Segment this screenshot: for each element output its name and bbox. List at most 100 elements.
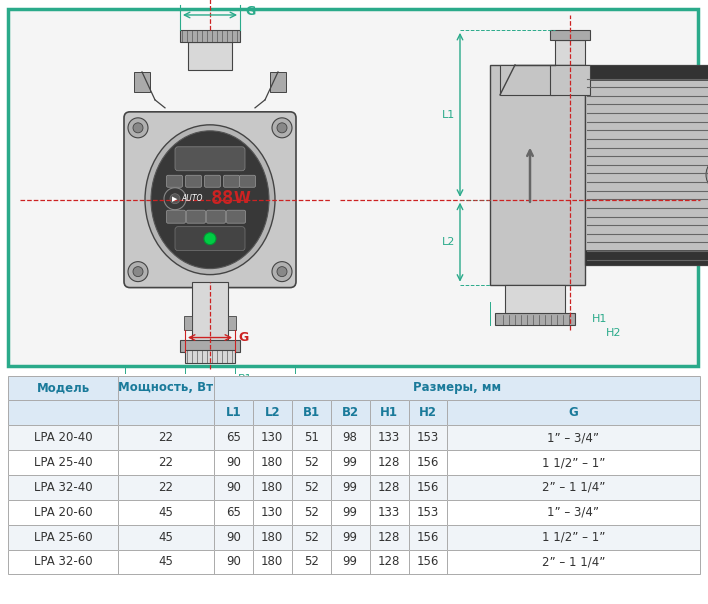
Bar: [331, 450, 370, 475]
Text: 156: 156: [417, 531, 439, 544]
Bar: [292, 400, 331, 425]
Bar: [370, 475, 409, 500]
Bar: [370, 550, 409, 574]
Text: 52: 52: [304, 506, 319, 519]
Bar: [118, 400, 214, 425]
Bar: [228, 315, 236, 330]
Text: 52: 52: [304, 456, 319, 469]
Bar: [214, 450, 253, 475]
Bar: [253, 500, 292, 525]
Bar: [253, 400, 292, 425]
Bar: [490, 65, 585, 284]
Bar: [118, 425, 214, 450]
Bar: [370, 400, 409, 425]
Bar: [214, 475, 253, 500]
Text: B2: B2: [341, 406, 359, 419]
Bar: [292, 500, 331, 525]
Bar: [331, 500, 370, 525]
Bar: [447, 425, 700, 450]
Bar: [185, 350, 235, 364]
FancyBboxPatch shape: [166, 175, 183, 187]
Bar: [447, 475, 700, 500]
Text: 130: 130: [261, 431, 283, 444]
Bar: [253, 475, 292, 500]
Bar: [8, 376, 118, 400]
Text: L2: L2: [442, 237, 455, 247]
Bar: [447, 550, 700, 574]
Text: 22: 22: [159, 431, 173, 444]
Bar: [409, 475, 447, 500]
Bar: [8, 550, 118, 574]
Circle shape: [128, 262, 148, 281]
Text: 65: 65: [226, 506, 241, 519]
Bar: [292, 475, 331, 500]
Bar: [447, 400, 700, 425]
Bar: [447, 500, 700, 525]
Bar: [447, 400, 700, 425]
Text: 52: 52: [304, 481, 319, 494]
Bar: [214, 376, 700, 400]
Bar: [118, 425, 214, 450]
Text: 130: 130: [261, 506, 283, 519]
FancyBboxPatch shape: [205, 175, 220, 187]
Bar: [409, 450, 447, 475]
Bar: [188, 42, 232, 70]
Text: LPA 25-60: LPA 25-60: [34, 531, 93, 544]
Bar: [409, 525, 447, 550]
Bar: [292, 425, 331, 450]
Bar: [495, 312, 575, 324]
Text: 153: 153: [417, 506, 439, 519]
Text: 52: 52: [304, 556, 319, 568]
Bar: [585, 65, 708, 265]
Bar: [253, 450, 292, 475]
Bar: [447, 525, 700, 550]
Circle shape: [272, 262, 292, 281]
Bar: [409, 500, 447, 525]
Bar: [409, 475, 447, 500]
Text: 2” – 1 1/4”: 2” – 1 1/4”: [542, 481, 605, 494]
Text: 1” – 3/4”: 1” – 3/4”: [547, 431, 600, 444]
Text: 180: 180: [261, 481, 283, 494]
Bar: [118, 376, 214, 400]
Circle shape: [277, 266, 287, 277]
Text: 128: 128: [378, 531, 400, 544]
Text: 180: 180: [261, 456, 283, 469]
Bar: [118, 525, 214, 550]
Bar: [214, 450, 253, 475]
Bar: [409, 550, 447, 574]
Bar: [214, 500, 253, 525]
Text: 65: 65: [226, 431, 241, 444]
Bar: [8, 525, 118, 550]
Text: 90: 90: [226, 456, 241, 469]
Bar: [8, 550, 118, 574]
Text: G: G: [245, 5, 256, 19]
Text: L1: L1: [225, 406, 241, 419]
Bar: [505, 284, 565, 315]
Bar: [409, 550, 447, 574]
Text: H2: H2: [606, 327, 622, 338]
Bar: [447, 525, 700, 550]
Bar: [292, 500, 331, 525]
Text: H1: H1: [380, 406, 398, 419]
Bar: [184, 315, 192, 330]
Bar: [331, 450, 370, 475]
Bar: [292, 475, 331, 500]
Bar: [331, 550, 370, 574]
Bar: [180, 339, 240, 352]
Text: AUTO: AUTO: [181, 194, 202, 203]
Circle shape: [706, 157, 708, 193]
Text: G: G: [238, 331, 249, 344]
Bar: [447, 475, 700, 500]
Text: 2” – 1 1/4”: 2” – 1 1/4”: [542, 556, 605, 568]
Bar: [409, 500, 447, 525]
Text: 52: 52: [304, 531, 319, 544]
Bar: [331, 400, 370, 425]
Text: B2: B2: [153, 405, 167, 414]
Bar: [253, 425, 292, 450]
Bar: [214, 400, 253, 425]
Text: 45: 45: [159, 531, 173, 544]
Text: LPA 25-40: LPA 25-40: [34, 456, 93, 469]
Text: B1: B1: [302, 406, 320, 419]
Bar: [118, 400, 214, 425]
Circle shape: [170, 194, 180, 204]
